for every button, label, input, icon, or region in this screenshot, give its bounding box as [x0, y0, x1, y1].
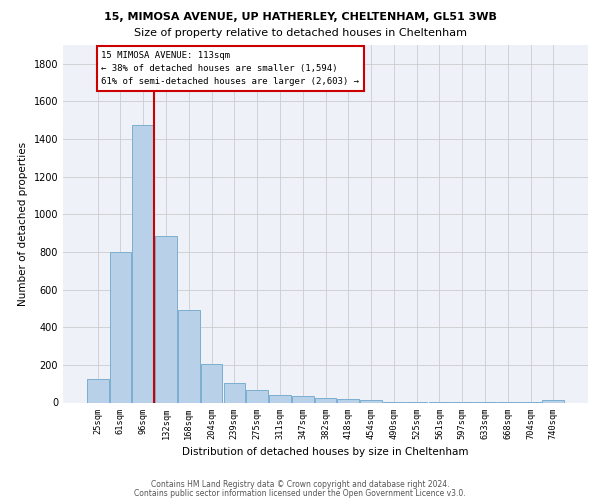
Bar	[360, 400, 382, 402]
Text: Contains HM Land Registry data © Crown copyright and database right 2024.: Contains HM Land Registry data © Crown c…	[151, 480, 449, 489]
Text: 15 MIMOSA AVENUE: 113sqm
← 38% of detached houses are smaller (1,594)
61% of sem: 15 MIMOSA AVENUE: 113sqm ← 38% of detach…	[101, 50, 359, 86]
Y-axis label: Number of detached properties: Number of detached properties	[18, 142, 28, 306]
Bar	[269, 395, 291, 402]
Bar	[337, 398, 359, 402]
Bar	[201, 364, 223, 403]
Bar	[178, 310, 200, 402]
Text: Contains public sector information licensed under the Open Government Licence v3: Contains public sector information licen…	[134, 489, 466, 498]
X-axis label: Distribution of detached houses by size in Cheltenham: Distribution of detached houses by size …	[182, 447, 469, 457]
Bar	[110, 252, 131, 402]
Bar	[542, 400, 564, 402]
Bar	[224, 382, 245, 402]
Bar	[247, 390, 268, 402]
Bar	[155, 236, 177, 402]
Bar	[292, 396, 314, 402]
Bar	[314, 398, 337, 402]
Bar	[87, 379, 109, 402]
Text: 15, MIMOSA AVENUE, UP HATHERLEY, CHELTENHAM, GL51 3WB: 15, MIMOSA AVENUE, UP HATHERLEY, CHELTEN…	[104, 12, 496, 22]
Bar	[133, 125, 154, 402]
Text: Size of property relative to detached houses in Cheltenham: Size of property relative to detached ho…	[133, 28, 467, 38]
